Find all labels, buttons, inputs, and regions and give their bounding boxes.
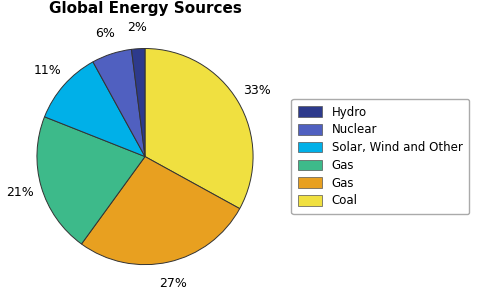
Wedge shape (132, 49, 145, 157)
Title: Global Energy Sources: Global Energy Sources (48, 1, 242, 16)
Text: 2%: 2% (127, 21, 147, 34)
Legend: Hydro, Nuclear, Solar, Wind and Other, Gas, Gas, Coal: Hydro, Nuclear, Solar, Wind and Other, G… (292, 99, 470, 215)
Wedge shape (93, 49, 145, 157)
Wedge shape (44, 62, 145, 157)
Text: 11%: 11% (34, 64, 62, 77)
Text: 33%: 33% (242, 84, 270, 97)
Wedge shape (82, 157, 239, 265)
Wedge shape (145, 49, 253, 209)
Text: 27%: 27% (160, 277, 187, 290)
Text: 21%: 21% (6, 186, 34, 199)
Text: 6%: 6% (95, 27, 115, 40)
Wedge shape (37, 117, 145, 244)
